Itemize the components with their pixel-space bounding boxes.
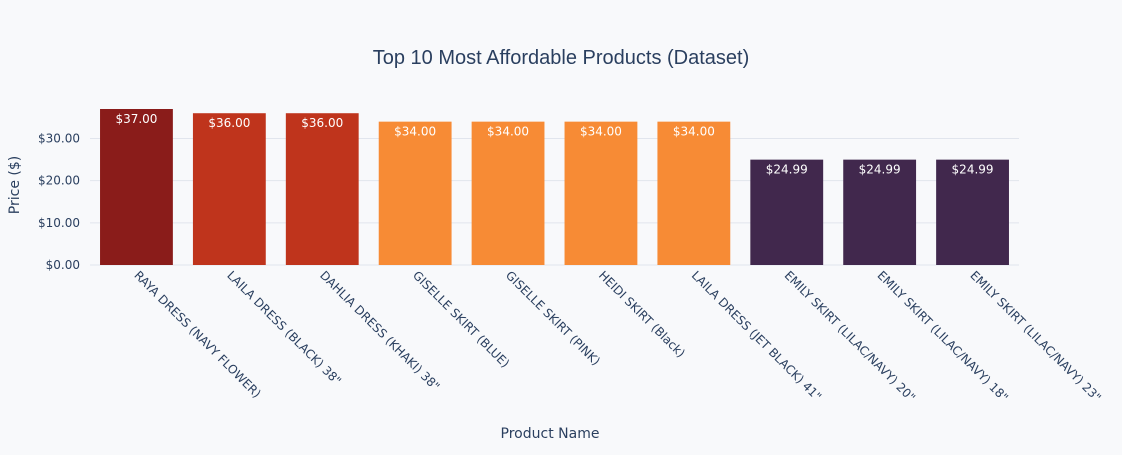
bar[interactable] bbox=[936, 159, 1009, 265]
y-axis-ticks: $0.00 $10.00 $20.00 $30.00 bbox=[38, 132, 80, 272]
bar[interactable] bbox=[285, 113, 359, 265]
y-tick-label: $20.00 bbox=[38, 174, 80, 188]
bar[interactable] bbox=[100, 109, 173, 265]
x-axis-title: Product Name bbox=[501, 426, 600, 442]
bar-value-label: $34.00 bbox=[673, 125, 715, 139]
chart-title: Top 10 Most Affordable Products (Dataset… bbox=[373, 47, 750, 69]
bars bbox=[100, 109, 1009, 265]
y-tick-label: $10.00 bbox=[38, 216, 80, 230]
x-tick-label: HEIDI SKIRT (Black) bbox=[596, 268, 688, 360]
y-tick-label: $30.00 bbox=[38, 132, 80, 146]
bar[interactable] bbox=[192, 113, 266, 265]
x-tick-label: GISELLE SKIRT (PINK) bbox=[503, 268, 603, 368]
bar-value-label: $34.00 bbox=[487, 125, 529, 139]
y-axis-title: Price ($) bbox=[7, 156, 23, 214]
bar-value-label: $34.00 bbox=[580, 125, 622, 139]
bar[interactable] bbox=[843, 159, 917, 265]
bar[interactable] bbox=[378, 121, 452, 265]
x-axis-ticks: RAYA DRESS (NAVY FLOWER)LAILA DRESS (BLA… bbox=[131, 268, 1103, 404]
bar-value-label: $36.00 bbox=[301, 116, 343, 130]
bar[interactable] bbox=[471, 121, 545, 265]
bar-value-label: $36.00 bbox=[208, 116, 250, 130]
bar-labels: $37.00 $36.00 $36.00 $34.00 $34.00 $34.00 $34.… bbox=[115, 112, 993, 177]
x-tick-label: GISELLE SKIRT (BLUE) bbox=[410, 268, 512, 370]
bar-value-label: $24.99 bbox=[766, 163, 808, 177]
bar-value-label: $24.99 bbox=[952, 163, 994, 177]
bar[interactable] bbox=[564, 121, 638, 265]
bar[interactable] bbox=[657, 121, 731, 265]
bar-value-label: $37.00 bbox=[115, 112, 157, 126]
y-tick-label: $0.00 bbox=[46, 258, 80, 272]
bar-value-label: $34.00 bbox=[394, 125, 436, 139]
bar[interactable] bbox=[750, 159, 824, 265]
bar-value-label: $24.99 bbox=[859, 163, 901, 177]
